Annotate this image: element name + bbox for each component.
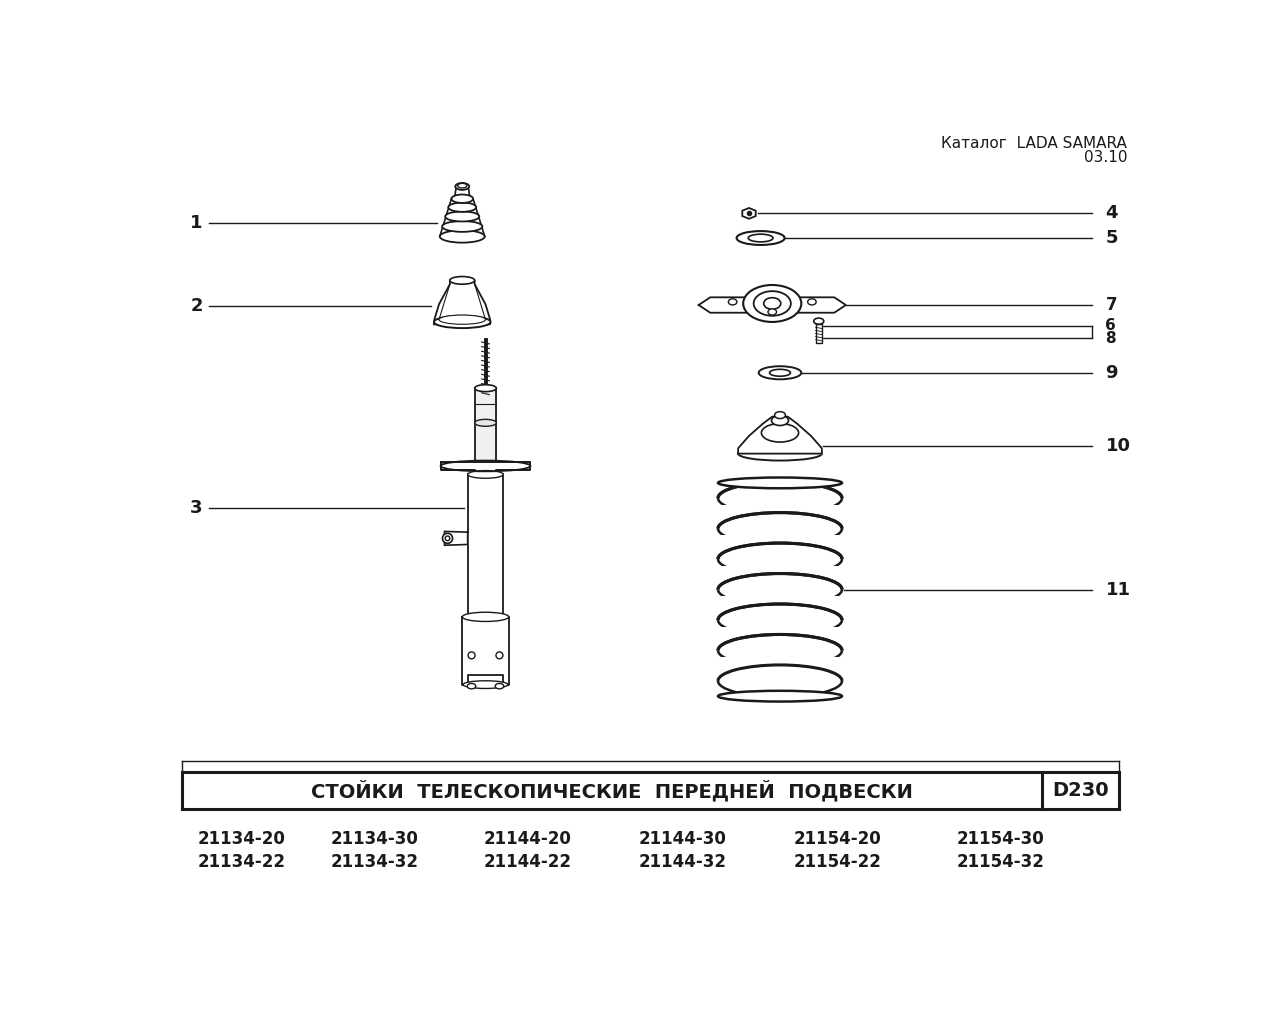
Text: 3: 3: [191, 498, 202, 517]
Text: 8: 8: [1106, 331, 1116, 346]
Text: D230: D230: [1052, 781, 1108, 800]
Ellipse shape: [762, 424, 799, 442]
Text: 21134-22: 21134-22: [197, 853, 285, 871]
Ellipse shape: [439, 315, 485, 325]
Text: 21144-22: 21144-22: [484, 853, 572, 871]
Text: 21154-22: 21154-22: [794, 853, 882, 871]
Ellipse shape: [736, 231, 785, 245]
Polygon shape: [440, 463, 530, 475]
Ellipse shape: [744, 285, 801, 322]
Ellipse shape: [754, 291, 791, 315]
Ellipse shape: [443, 533, 453, 543]
Ellipse shape: [774, 411, 786, 419]
Ellipse shape: [463, 681, 508, 688]
Bar: [714, 504, 846, 522]
Bar: [714, 658, 846, 674]
Text: 9: 9: [1106, 363, 1117, 382]
Ellipse shape: [440, 231, 485, 243]
Ellipse shape: [728, 299, 737, 305]
Ellipse shape: [452, 195, 474, 203]
Ellipse shape: [456, 183, 470, 190]
Text: 21134-32: 21134-32: [330, 853, 419, 871]
Ellipse shape: [749, 234, 773, 242]
Ellipse shape: [449, 277, 475, 284]
Bar: [714, 596, 846, 614]
Ellipse shape: [468, 651, 475, 659]
Text: 6: 6: [1106, 319, 1116, 333]
Text: 1: 1: [191, 213, 202, 232]
Text: 4: 4: [1106, 204, 1117, 223]
Polygon shape: [742, 208, 755, 218]
Text: 21134-30: 21134-30: [330, 830, 419, 847]
Ellipse shape: [445, 211, 479, 222]
Ellipse shape: [495, 651, 503, 659]
Ellipse shape: [448, 202, 476, 211]
Polygon shape: [462, 617, 508, 685]
Text: 7: 7: [1106, 296, 1117, 314]
Ellipse shape: [434, 315, 490, 328]
Text: 21144-30: 21144-30: [639, 830, 727, 847]
Polygon shape: [699, 297, 846, 312]
Text: 5: 5: [1106, 229, 1117, 247]
Ellipse shape: [769, 370, 791, 376]
Polygon shape: [444, 531, 467, 545]
Ellipse shape: [759, 367, 801, 380]
Ellipse shape: [764, 298, 781, 309]
Bar: [714, 535, 846, 552]
Ellipse shape: [475, 385, 497, 392]
Text: 03.10: 03.10: [1084, 150, 1128, 165]
Polygon shape: [475, 388, 497, 466]
Ellipse shape: [467, 683, 476, 689]
Text: 10: 10: [1106, 437, 1130, 455]
Ellipse shape: [495, 683, 504, 689]
Polygon shape: [467, 475, 503, 617]
Ellipse shape: [442, 222, 483, 232]
Ellipse shape: [808, 299, 817, 305]
Ellipse shape: [475, 420, 497, 427]
Polygon shape: [815, 325, 822, 343]
Text: 21154-32: 21154-32: [956, 853, 1044, 871]
Ellipse shape: [467, 471, 503, 478]
Ellipse shape: [814, 319, 824, 325]
Ellipse shape: [768, 309, 777, 315]
Text: 21134-20: 21134-20: [197, 830, 285, 847]
Ellipse shape: [739, 447, 822, 460]
Ellipse shape: [458, 184, 467, 188]
Text: СТОЙКИ  ТЕЛЕСКОПИЧЕСКИЕ  ПЕРЕДНЕЙ  ПОДВЕСКИ: СТОЙКИ ТЕЛЕСКОПИЧЕСКИЕ ПЕРЕДНЕЙ ПОДВЕСКИ: [311, 780, 913, 801]
Ellipse shape: [445, 536, 449, 541]
Text: 11: 11: [1106, 581, 1130, 598]
Text: Каталог  LADA SAMARA: Каталог LADA SAMARA: [941, 137, 1128, 151]
Text: 21154-30: 21154-30: [956, 830, 1044, 847]
Bar: [714, 566, 846, 583]
Text: 2: 2: [191, 297, 202, 314]
Text: 21144-32: 21144-32: [639, 853, 727, 871]
Text: 21154-20: 21154-20: [794, 830, 882, 847]
Ellipse shape: [462, 613, 508, 622]
Ellipse shape: [718, 478, 842, 488]
Ellipse shape: [718, 691, 842, 701]
Ellipse shape: [772, 416, 788, 426]
Text: 21144-20: 21144-20: [484, 830, 572, 847]
Bar: [714, 627, 846, 644]
Polygon shape: [739, 417, 822, 453]
Polygon shape: [434, 281, 490, 325]
